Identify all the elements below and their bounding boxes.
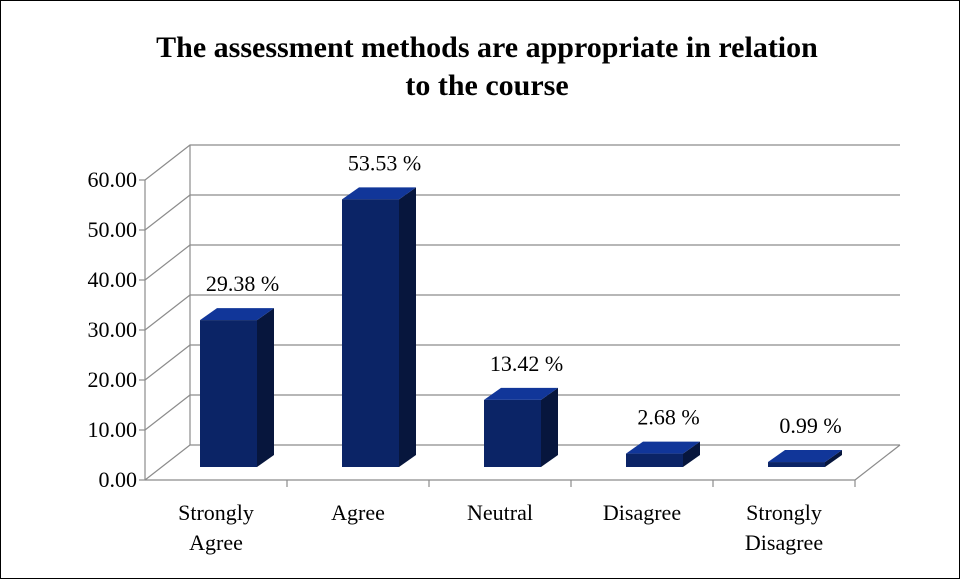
chart-title: to the course <box>405 69 568 102</box>
y-tick-label: 0.00 <box>99 467 138 492</box>
bar-side <box>399 187 416 467</box>
bar-front <box>768 462 825 467</box>
bar-front <box>342 199 399 467</box>
y-tick-label: 20.00 <box>88 367 138 392</box>
y-tick-label: 30.00 <box>88 317 138 342</box>
y-tick-label: 40.00 <box>88 267 138 292</box>
bar-top <box>200 308 274 321</box>
bar-side <box>257 308 274 467</box>
data-label: 0.99 % <box>779 413 841 438</box>
x-tick-label: Neutral <box>467 500 533 525</box>
bar-top <box>342 187 416 200</box>
x-tick-label: Disagree <box>603 500 681 525</box>
data-label: 2.68 % <box>637 405 699 430</box>
bar <box>768 450 842 467</box>
bar-front <box>200 320 257 467</box>
bar <box>342 187 416 467</box>
bar-side <box>825 450 842 467</box>
bar-top <box>768 450 842 463</box>
bar-side <box>541 387 558 467</box>
grid-line <box>144 394 900 431</box>
bar-front <box>626 453 683 467</box>
grid-line <box>144 294 900 331</box>
y-tick-label: 60.00 <box>88 167 138 192</box>
x-tick-label: Strongly Disagree <box>745 500 823 555</box>
grid-line <box>144 244 900 281</box>
grid-line <box>144 194 900 231</box>
bar <box>626 441 700 467</box>
grid-line <box>144 144 900 181</box>
bar-side <box>683 441 700 467</box>
y-tick-label: 10.00 <box>88 417 138 442</box>
data-label: 29.38 % <box>206 271 279 296</box>
bar <box>484 387 558 467</box>
bar-top <box>626 441 700 454</box>
data-label: 13.42 % <box>490 351 563 376</box>
bar-top <box>484 387 558 400</box>
bar <box>200 308 274 467</box>
bar-front <box>484 399 541 467</box>
grid-line <box>144 344 900 381</box>
x-tick-label: Agree <box>331 500 385 525</box>
chart-title: The assessment methods are appropriate i… <box>156 31 818 64</box>
data-label: 53.53 % <box>348 150 421 175</box>
x-tick-label: Strongly Agree <box>178 500 254 555</box>
y-tick-label: 50.00 <box>88 217 138 242</box>
